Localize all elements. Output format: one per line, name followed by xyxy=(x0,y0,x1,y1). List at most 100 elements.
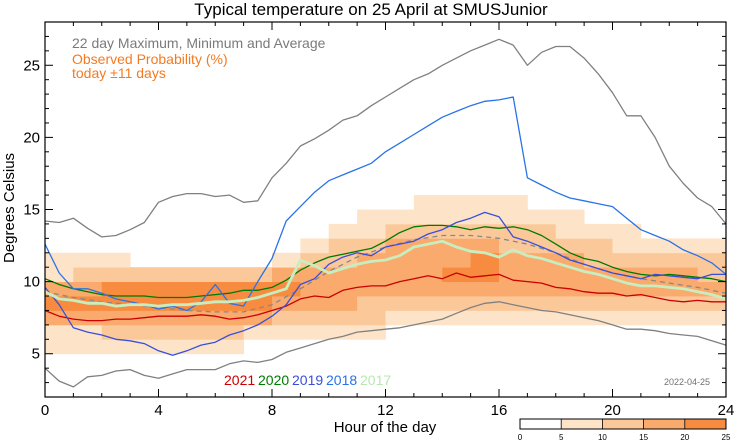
probability-bin xyxy=(385,281,415,297)
probability-bin xyxy=(186,324,216,340)
probability-bin xyxy=(357,209,386,225)
probability-bin xyxy=(357,324,386,340)
probability-bin xyxy=(328,238,358,254)
probability-bin xyxy=(130,267,159,283)
probability-bin xyxy=(555,310,585,326)
x-tick-label: 0 xyxy=(41,402,49,419)
probability-bin xyxy=(101,267,131,283)
series-line-maximum xyxy=(44,38,727,238)
probability-bin xyxy=(555,223,585,239)
series-lines xyxy=(44,38,727,388)
probability-bin xyxy=(413,209,443,225)
probability-bin xyxy=(612,223,642,239)
probability-bin xyxy=(442,281,472,297)
colorbar-tick-label: 20 xyxy=(680,433,689,442)
probability-bin xyxy=(442,310,472,326)
y-tick-label: 15 xyxy=(23,202,40,219)
legend-entry-2020: 2020 xyxy=(258,372,289,388)
probability-bin xyxy=(158,339,188,355)
colorbar-tick-label: 10 xyxy=(598,433,607,442)
probability-bin xyxy=(45,324,74,340)
probability-bin xyxy=(413,281,443,297)
probability-bin xyxy=(45,339,74,355)
probability-bin xyxy=(300,296,330,311)
probability-bin xyxy=(101,339,131,355)
probability-bin xyxy=(640,238,670,254)
probability-bin xyxy=(215,310,245,326)
probability-bin xyxy=(669,238,699,254)
probability-bin xyxy=(527,310,557,326)
legend-entry-2019: 2019 xyxy=(292,372,323,388)
colorbar-segment xyxy=(602,419,644,429)
range-annotation: 22 day Maximum, Minimum and Average xyxy=(72,35,326,51)
probability-bin xyxy=(45,281,74,297)
probability-bin xyxy=(584,281,613,297)
probability-bin xyxy=(470,310,500,326)
series-line-2018 xyxy=(44,96,727,312)
y-tick-label: 20 xyxy=(23,129,40,146)
y-axis: 5 10 15 20 25 xyxy=(23,35,726,384)
probability-bin xyxy=(555,296,585,311)
x-axis-label: Hour of the day xyxy=(334,419,437,436)
x-tick-label: 24 xyxy=(718,402,735,419)
probability-bin xyxy=(640,252,670,268)
probability-bin xyxy=(272,324,301,340)
probability-bin xyxy=(158,281,188,297)
colorbar-segment xyxy=(643,419,685,429)
year-legend: 2021 2020 2019 2018 2017 xyxy=(224,372,391,388)
probability-bin xyxy=(300,281,330,297)
probability-bin xyxy=(669,252,699,268)
probability-bin xyxy=(584,223,613,239)
probability-bin xyxy=(300,238,330,254)
probability-bin xyxy=(73,339,103,355)
probability-bin xyxy=(186,339,216,355)
chart-title: Typical temperature on 25 April at SMUSJ… xyxy=(194,0,548,19)
probability-bin xyxy=(186,267,216,283)
probability-bin xyxy=(215,281,245,297)
probability-bin xyxy=(215,339,245,355)
probability-bin xyxy=(697,252,727,268)
probability-bin xyxy=(413,223,443,239)
probability-bin xyxy=(357,310,386,326)
probability-bin xyxy=(45,310,74,326)
probability-bin xyxy=(499,296,528,311)
series-line-2021 xyxy=(44,272,726,322)
probability-bin xyxy=(442,296,472,311)
probability-bin xyxy=(612,252,642,268)
probability-bin xyxy=(499,310,528,326)
probability-bin xyxy=(385,223,415,239)
y-tick-label: 5 xyxy=(32,346,40,363)
probability-bin xyxy=(612,238,642,254)
probability-bin xyxy=(215,267,245,283)
legend-entry-2018: 2018 xyxy=(326,372,357,388)
probability-bin xyxy=(158,324,188,340)
probability-bin xyxy=(527,223,557,239)
probability-bin xyxy=(357,296,386,311)
probability-annotation: Observed Probability (%) xyxy=(72,51,228,67)
probability-bin xyxy=(470,238,500,254)
probability-bin xyxy=(612,267,642,283)
probability-bin xyxy=(527,209,557,225)
probability-bin xyxy=(272,252,301,268)
probability-bin xyxy=(243,324,273,340)
probability-bin xyxy=(385,296,415,311)
x-tick-label: 16 xyxy=(491,402,508,419)
probability-bin xyxy=(357,223,386,239)
probability-bin xyxy=(442,195,472,210)
series-line-2019 xyxy=(44,211,726,356)
window-annotation: today ±11 days xyxy=(72,65,166,81)
probability-bin xyxy=(328,296,358,311)
probability-bin xyxy=(130,339,159,355)
x-tick-label: 4 xyxy=(154,402,162,419)
probability-bin xyxy=(442,252,472,268)
probability-bin xyxy=(697,310,727,326)
x-tick-label: 8 xyxy=(268,402,276,419)
probability-bin xyxy=(470,223,500,239)
series-line-2017 xyxy=(44,239,727,308)
probability-bin xyxy=(584,296,613,311)
y-tick-label: 10 xyxy=(23,274,40,291)
colorbar-tick-label: 15 xyxy=(639,433,648,442)
probability-bin xyxy=(385,267,415,283)
probability-bin xyxy=(470,281,500,297)
